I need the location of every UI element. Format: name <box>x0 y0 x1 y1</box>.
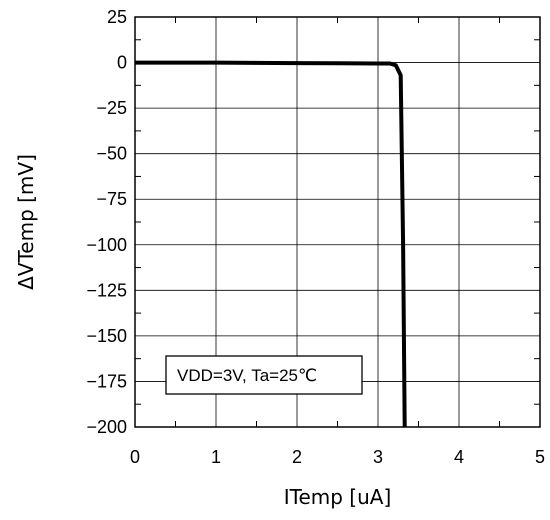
y-tick-label: −150 <box>86 326 127 346</box>
annotation-box <box>165 355 363 395</box>
x-tick-label: 5 <box>535 447 545 467</box>
series-line <box>135 60 407 428</box>
x-tick-label: 0 <box>130 447 140 467</box>
y-tick-label: −175 <box>86 371 127 391</box>
x-tick-label: 1 <box>211 447 221 467</box>
minor-ticks <box>135 17 540 427</box>
y-tick-labels: 25 0 −25 −50 −75 −100 −125 −150 −175 −200 <box>86 7 127 437</box>
y-tick-label: 25 <box>107 7 127 27</box>
y-tick-label: −50 <box>96 144 127 164</box>
y-tick-label: −100 <box>86 235 127 255</box>
x-tick-labels: 0 1 2 3 4 5 <box>130 447 545 467</box>
y-tick-label: −75 <box>96 189 127 209</box>
y-tick-label: −25 <box>96 98 127 118</box>
annotation-text: VDD=3V, Ta=25℃ <box>177 366 317 385</box>
x-tick-label: 3 <box>373 447 383 467</box>
y-tick-label: −125 <box>86 280 127 300</box>
condition-annotation: VDD=3V, Ta=25℃ <box>165 355 363 395</box>
x-tick-label: 4 <box>454 447 464 467</box>
x-axis-label: ITemp [uA] <box>284 485 392 509</box>
y-tick-label: −200 <box>86 417 127 437</box>
plot-frame <box>134 16 541 428</box>
y-axis-label: ΔVTemp [mV] <box>14 154 38 290</box>
y-tick-label: 0 <box>117 53 127 73</box>
series-layer <box>135 60 407 428</box>
x-tick-label: 2 <box>292 447 302 467</box>
